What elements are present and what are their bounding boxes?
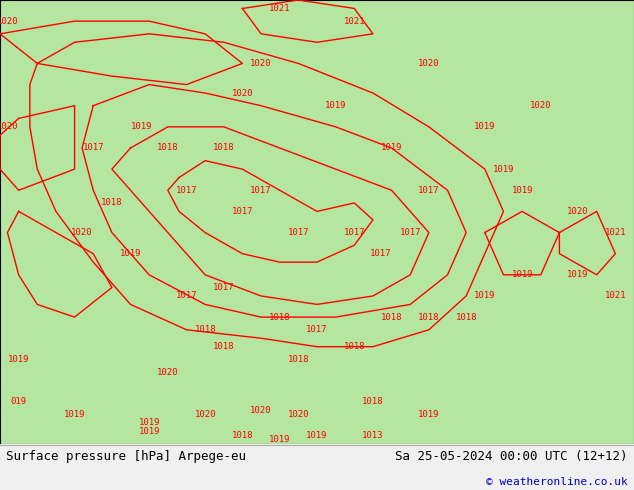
Text: 1020: 1020: [195, 410, 216, 419]
Text: 1018: 1018: [418, 313, 439, 321]
Text: 1019: 1019: [64, 410, 86, 419]
Text: 1021: 1021: [269, 4, 290, 13]
Text: 1013: 1013: [362, 431, 384, 440]
Text: 1018: 1018: [288, 355, 309, 364]
Text: Sa 25-05-2024 00:00 UTC (12+12): Sa 25-05-2024 00:00 UTC (12+12): [395, 450, 628, 464]
Text: 1017: 1017: [213, 283, 235, 292]
Text: 1018: 1018: [362, 397, 384, 406]
Text: 1017: 1017: [231, 207, 253, 216]
Text: 1020: 1020: [231, 89, 253, 98]
Text: 1021: 1021: [605, 292, 626, 300]
Text: 1019: 1019: [474, 122, 496, 131]
Text: 019: 019: [11, 397, 27, 406]
Text: 1018: 1018: [157, 144, 179, 152]
Text: 1018: 1018: [101, 198, 122, 207]
Text: 1017: 1017: [306, 325, 328, 334]
Text: 1017: 1017: [176, 186, 197, 195]
Text: 1018: 1018: [195, 325, 216, 334]
Text: 1017: 1017: [399, 228, 421, 237]
Text: 1018: 1018: [455, 313, 477, 321]
Text: 1019: 1019: [418, 410, 439, 419]
Text: 1018: 1018: [231, 431, 253, 440]
Text: 1021: 1021: [344, 17, 365, 25]
Text: 1020: 1020: [250, 59, 272, 68]
Text: 1020: 1020: [418, 59, 439, 68]
Text: 1020: 1020: [0, 17, 18, 25]
Text: 1019: 1019: [138, 418, 160, 427]
Text: 1017: 1017: [418, 186, 439, 195]
Text: 1019: 1019: [131, 122, 152, 131]
Text: 1019: 1019: [381, 144, 403, 152]
Text: 1018: 1018: [269, 313, 290, 321]
Text: 1019: 1019: [120, 249, 141, 258]
Text: 1017: 1017: [250, 186, 272, 195]
Text: 1021: 1021: [605, 228, 626, 237]
Text: 1019: 1019: [474, 292, 496, 300]
Text: 1017: 1017: [370, 249, 391, 258]
Text: 1017: 1017: [176, 292, 197, 300]
Text: 1019: 1019: [325, 101, 346, 110]
Text: © weatheronline.co.uk: © weatheronline.co.uk: [486, 477, 628, 487]
Text: 1018: 1018: [213, 342, 235, 351]
Text: 1020: 1020: [250, 406, 272, 415]
Text: 1019: 1019: [306, 431, 328, 440]
Text: 1017: 1017: [344, 228, 365, 237]
Text: 1019: 1019: [567, 270, 589, 279]
Text: 1018: 1018: [213, 144, 235, 152]
Text: 1019: 1019: [8, 355, 29, 364]
Text: 1020: 1020: [288, 410, 309, 419]
Text: 1019: 1019: [512, 186, 533, 195]
Text: 1017: 1017: [82, 144, 104, 152]
Text: 1020: 1020: [157, 368, 179, 376]
Text: 1019: 1019: [512, 270, 533, 279]
Text: 1019: 1019: [493, 165, 514, 173]
Text: 1020: 1020: [530, 101, 552, 110]
Text: 1020: 1020: [0, 122, 18, 131]
Text: 1017: 1017: [288, 228, 309, 237]
Text: 1019: 1019: [138, 427, 160, 436]
Text: 1019: 1019: [269, 435, 290, 444]
Text: 1020: 1020: [567, 207, 589, 216]
Text: 1020: 1020: [71, 228, 93, 237]
Text: 1018: 1018: [381, 313, 403, 321]
Text: 1018: 1018: [344, 342, 365, 351]
Text: Surface pressure [hPa] Arpege-eu: Surface pressure [hPa] Arpege-eu: [6, 450, 247, 464]
